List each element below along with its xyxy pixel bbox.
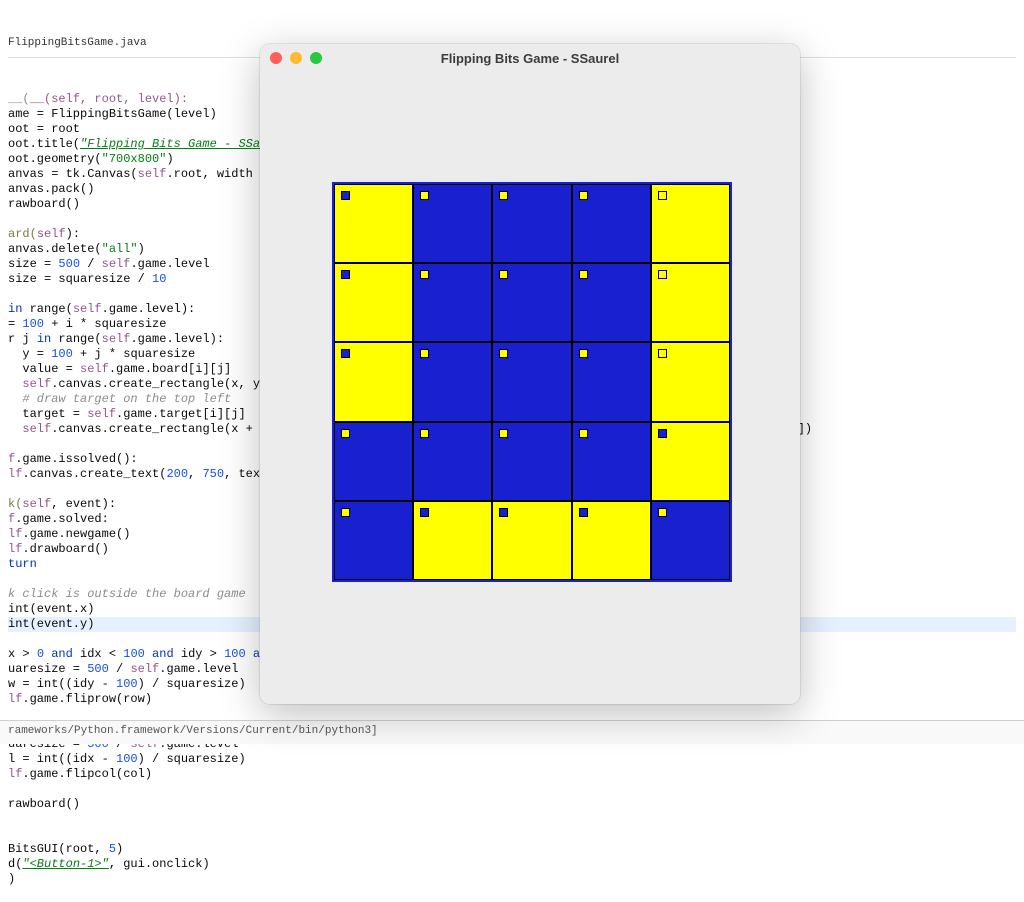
target-square-icon [579, 349, 588, 358]
board-cell[interactable] [334, 501, 413, 580]
game-canvas[interactable] [260, 72, 800, 704]
board-cell[interactable] [572, 342, 651, 421]
target-square-icon [420, 349, 429, 358]
status-bar: rameworks/Python.framework/Versions/Curr… [0, 720, 1024, 744]
board-cell[interactable] [572, 184, 651, 263]
titlebar[interactable]: Flipping Bits Game - SSaurel [260, 44, 800, 72]
target-square-icon [420, 270, 429, 279]
board-cell[interactable] [413, 184, 492, 263]
board-cell[interactable] [651, 422, 730, 501]
board-cell[interactable] [492, 184, 571, 263]
code-line: oot = root [8, 122, 80, 136]
window-title: Flipping Bits Game - SSaurel [260, 51, 800, 66]
target-square-icon [579, 191, 588, 200]
target-square-icon [341, 270, 350, 279]
target-square-icon [579, 429, 588, 438]
traffic-lights [270, 52, 322, 64]
board-cell[interactable] [651, 342, 730, 421]
board-cell[interactable] [413, 342, 492, 421]
board-cell[interactable] [492, 263, 571, 342]
board-cell[interactable] [651, 501, 730, 580]
maximize-icon[interactable] [310, 52, 322, 64]
board-cell[interactable] [413, 422, 492, 501]
target-square-icon [499, 270, 508, 279]
board-cell[interactable] [413, 263, 492, 342]
board-cell[interactable] [651, 184, 730, 263]
board-cell[interactable] [651, 263, 730, 342]
minimize-icon[interactable] [290, 52, 302, 64]
game-window[interactable]: Flipping Bits Game - SSaurel [260, 44, 800, 704]
target-square-icon [579, 508, 588, 517]
target-square-icon [420, 191, 429, 200]
target-square-icon [658, 191, 667, 200]
target-square-icon [420, 508, 429, 517]
target-square-icon [658, 429, 667, 438]
board-cell[interactable] [334, 184, 413, 263]
target-square-icon [658, 508, 667, 517]
board-cell[interactable] [334, 422, 413, 501]
target-square-icon [658, 270, 667, 279]
target-square-icon [499, 429, 508, 438]
target-square-icon [341, 508, 350, 517]
target-square-icon [499, 349, 508, 358]
board-cell[interactable] [492, 422, 571, 501]
target-square-icon [341, 191, 350, 200]
target-square-icon [341, 349, 350, 358]
target-square-icon [579, 270, 588, 279]
board-cell[interactable] [413, 501, 492, 580]
target-square-icon [499, 508, 508, 517]
game-board[interactable] [332, 182, 732, 582]
board-cell[interactable] [572, 263, 651, 342]
target-square-icon [341, 429, 350, 438]
board-cell[interactable] [334, 342, 413, 421]
close-icon[interactable] [270, 52, 282, 64]
board-cell[interactable] [572, 501, 651, 580]
board-cell[interactable] [334, 263, 413, 342]
target-square-icon [499, 191, 508, 200]
board-cell[interactable] [492, 342, 571, 421]
code-line: __(self, root, level): [30, 92, 188, 106]
code-line: ame = FlippingBitsGame(level) [8, 107, 217, 121]
board-cell[interactable] [492, 501, 571, 580]
target-square-icon [658, 349, 667, 358]
board-cell[interactable] [572, 422, 651, 501]
target-square-icon [420, 429, 429, 438]
